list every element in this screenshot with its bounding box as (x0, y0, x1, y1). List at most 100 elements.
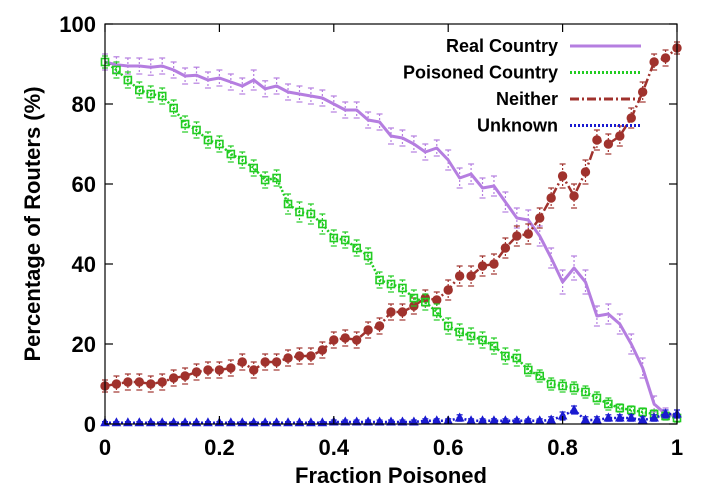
data-point-neither (432, 295, 442, 305)
data-point-poisoned-country (192, 125, 201, 135)
data-point-poisoned-country (203, 135, 213, 145)
data-point-unknown (626, 412, 637, 422)
data-point-neither (512, 231, 522, 241)
data-point-poisoned-country (306, 209, 316, 219)
data-point-neither (363, 325, 373, 335)
y-tick-label: 0 (84, 412, 96, 437)
data-point-poisoned-country (455, 327, 464, 337)
x-tick-label: 1 (671, 435, 683, 460)
data-point-neither (466, 271, 476, 281)
data-point-poisoned-country (283, 199, 293, 209)
error-bar (227, 145, 234, 163)
data-point-unknown (660, 408, 671, 418)
data-point-neither (329, 335, 339, 345)
data-point-poisoned-country (352, 243, 361, 253)
data-point-neither (340, 333, 350, 343)
data-point-neither (306, 351, 316, 361)
error-bar (330, 229, 337, 247)
data-point-neither (351, 335, 362, 345)
data-point-neither (649, 57, 659, 67)
data-point-unknown (580, 414, 591, 424)
data-point-poisoned-country (478, 335, 487, 345)
data-point-poisoned-country (604, 399, 613, 409)
data-point-unknown (637, 414, 648, 424)
error-bar (273, 169, 280, 187)
y-axis-title: Percentage of Routers (%) (20, 86, 45, 361)
data-point-poisoned-country (363, 251, 373, 261)
data-point-poisoned-country (443, 321, 453, 331)
x-tick-label: 0.4 (319, 435, 350, 460)
legend-item-unknown: Unknown (477, 116, 641, 136)
data-point-unknown (363, 416, 373, 426)
data-point-neither (226, 363, 236, 373)
x-tick-label: 0.8 (547, 435, 578, 460)
legend: Real Country Poisoned Country Neither Unkno… (403, 36, 641, 136)
data-point-neither (146, 379, 156, 389)
data-point-neither (443, 285, 453, 295)
series-real-country (102, 53, 680, 423)
data-point-neither (454, 271, 465, 281)
data-point-neither (180, 371, 190, 381)
x-tick-label: 0.2 (204, 435, 235, 460)
legend-label: Unknown (477, 116, 558, 136)
data-point-poisoned-country (615, 403, 625, 413)
series-poisoned-country (100, 55, 682, 423)
data-point-poisoned-country (272, 173, 281, 183)
error-bar (490, 337, 497, 355)
data-point-poisoned-country (180, 119, 190, 129)
series-unknown (100, 404, 682, 427)
data-point-poisoned-country (421, 297, 430, 307)
data-point-poisoned-country (592, 393, 602, 403)
data-point-poisoned-country (146, 89, 156, 99)
error-bar (433, 303, 440, 321)
data-point-unknown (397, 416, 408, 426)
data-point-poisoned-country (581, 387, 590, 397)
data-point-poisoned-country (398, 283, 407, 293)
data-point-neither (489, 259, 499, 269)
series-neither (100, 41, 682, 393)
data-point-poisoned-country (112, 65, 121, 75)
data-point-neither (500, 243, 511, 253)
legend-label: Poisoned Country (403, 63, 558, 83)
data-point-neither (260, 357, 270, 367)
data-point-poisoned-country (489, 341, 499, 351)
data-point-poisoned-country (135, 85, 144, 95)
y-tick-label: 80 (72, 92, 96, 117)
data-point-unknown (409, 416, 419, 426)
data-point-neither (111, 379, 122, 389)
y-tick-label: 40 (72, 252, 96, 277)
data-point-unknown (454, 412, 465, 422)
data-point-poisoned-country (546, 379, 556, 389)
data-point-unknown (649, 412, 659, 422)
data-point-poisoned-country (569, 383, 579, 393)
data-point-neither (237, 357, 247, 367)
legend-item-neither: Neither (496, 89, 641, 109)
data-point-neither (283, 353, 293, 363)
legend-item-real-country: Real Country (446, 36, 641, 56)
legend-label: Real Country (446, 36, 558, 56)
data-point-poisoned-country (226, 149, 236, 159)
data-point-unknown (603, 412, 614, 422)
tick-layer: 0 0.2 0.4 0.6 0.8 1 0 20 40 60 80 100 (59, 12, 683, 460)
data-point-unknown (374, 416, 385, 426)
data-point-poisoned-country (318, 219, 327, 229)
data-point-neither (386, 307, 396, 317)
data-point-neither (660, 53, 671, 63)
error-bar (479, 331, 486, 349)
error-bar (285, 193, 292, 215)
data-point-unknown (614, 412, 625, 422)
error-bar (319, 213, 326, 235)
data-point-neither (637, 87, 648, 97)
data-point-poisoned-country (501, 351, 510, 361)
error-bar (468, 327, 475, 345)
error-bar (410, 289, 417, 307)
data-point-neither (557, 171, 568, 181)
data-point-neither (603, 139, 614, 149)
data-point-poisoned-country (375, 275, 384, 285)
data-point-poisoned-country (249, 163, 259, 173)
data-point-neither (168, 373, 179, 383)
series-line-real-country (104, 60, 678, 418)
data-point-poisoned-country (512, 353, 522, 363)
